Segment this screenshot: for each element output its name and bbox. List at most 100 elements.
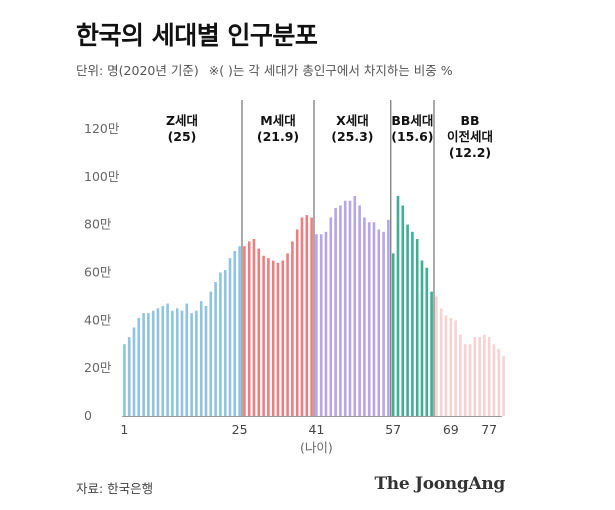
generation-name: X세대 bbox=[336, 113, 369, 128]
generation-name: BB세대 bbox=[391, 113, 433, 128]
generation-share: (25.3) bbox=[331, 129, 373, 144]
x-tick-label: 41 bbox=[308, 422, 324, 437]
bar-age-65 bbox=[430, 291, 433, 416]
bar-age-42 bbox=[319, 234, 323, 416]
bar-age-30 bbox=[262, 255, 265, 416]
bar-age-58 bbox=[396, 195, 400, 416]
bar-age-41 bbox=[315, 234, 318, 416]
bar-age-6 bbox=[147, 313, 150, 416]
bar-age-26 bbox=[243, 246, 246, 416]
bar-age-3 bbox=[132, 327, 136, 416]
generation-name: BB bbox=[460, 113, 479, 128]
bar-age-60 bbox=[406, 224, 409, 416]
x-tick-label: 25 bbox=[232, 422, 248, 437]
bar-age-12 bbox=[175, 308, 179, 416]
bar-age-45 bbox=[334, 207, 337, 416]
bar-age-7 bbox=[151, 310, 155, 416]
bar-age-16 bbox=[195, 310, 198, 416]
unit-label: 단위: 명(2020년 기준) bbox=[76, 63, 199, 78]
bar-age-2 bbox=[127, 337, 131, 416]
bar-age-4 bbox=[137, 317, 141, 416]
bar-age-78 bbox=[492, 344, 496, 416]
bar-age-35 bbox=[286, 253, 289, 416]
generation-dividers bbox=[241, 100, 435, 416]
bar-age-56 bbox=[387, 219, 390, 416]
y-tick-label: 60만 bbox=[84, 264, 112, 279]
x-tick-label: 57 bbox=[385, 422, 401, 437]
generation-labels: Z세대(25) M세대(21.9) X세대(25.3) BB세대(15.6) BB이전세… bbox=[166, 113, 493, 160]
bar-age-9 bbox=[161, 305, 165, 416]
bar-age-23 bbox=[228, 258, 232, 416]
bar-age-33 bbox=[276, 262, 280, 416]
bar-age-10 bbox=[166, 303, 169, 416]
bar-age-11 bbox=[171, 310, 174, 416]
bar-age-13 bbox=[180, 310, 184, 416]
bar-age-73 bbox=[468, 344, 472, 416]
bar-age-49 bbox=[353, 195, 357, 416]
y-tick-label: 40만 bbox=[84, 312, 112, 327]
bar-age-36 bbox=[291, 241, 294, 416]
bar-age-54 bbox=[377, 229, 381, 416]
bar-age-18 bbox=[204, 305, 208, 416]
bar-age-69 bbox=[449, 317, 453, 416]
bar-age-29 bbox=[257, 248, 261, 416]
page-title: 한국의 세대별 인구분포 bbox=[76, 21, 318, 50]
bar-age-34 bbox=[281, 260, 285, 416]
bar-age-25 bbox=[238, 246, 241, 416]
bar-age-70 bbox=[454, 320, 457, 416]
bar-age-24 bbox=[233, 250, 237, 416]
bar-age-19 bbox=[209, 291, 213, 416]
bar-age-32 bbox=[271, 260, 275, 416]
bar-age-44 bbox=[329, 217, 333, 416]
generation-share: (15.6) bbox=[391, 129, 433, 144]
x-axis: 1 25 41 57 69 77 (나이) bbox=[120, 416, 502, 455]
source-label: 자료: 한국은행 bbox=[76, 481, 154, 496]
bars-group bbox=[123, 195, 505, 416]
bar-age-21 bbox=[219, 272, 222, 416]
bar-age-64 bbox=[425, 267, 429, 416]
bar-age-39 bbox=[305, 215, 309, 416]
y-tick-label: 80만 bbox=[84, 217, 112, 232]
bar-age-28 bbox=[252, 238, 256, 416]
bar-age-63 bbox=[420, 260, 424, 416]
bar-age-8 bbox=[156, 308, 160, 416]
bar-age-47 bbox=[343, 200, 347, 416]
bar-age-72 bbox=[463, 344, 467, 416]
bar-age-77 bbox=[487, 337, 491, 416]
bar-age-40 bbox=[310, 217, 313, 416]
x-axis-label: (나이) bbox=[300, 440, 333, 455]
bar-age-17 bbox=[199, 301, 203, 416]
bar-age-51 bbox=[363, 217, 366, 416]
bar-age-79 bbox=[497, 349, 501, 416]
share-note: ※( )는 각 세대가 총인구에서 차지하는 비중 % bbox=[208, 63, 453, 78]
generation-name: Z세대 bbox=[166, 113, 198, 128]
x-tick-label: 77 bbox=[481, 422, 497, 437]
bar-age-22 bbox=[223, 270, 227, 416]
bar-age-74 bbox=[473, 337, 477, 416]
y-tick-label: 100만 bbox=[84, 169, 120, 184]
bar-age-66 bbox=[435, 296, 438, 416]
bar-age-75 bbox=[478, 337, 481, 416]
bar-age-5 bbox=[142, 313, 145, 416]
brand-logo: The JoongAng bbox=[374, 474, 505, 494]
bar-age-27 bbox=[247, 241, 251, 416]
bar-age-31 bbox=[267, 258, 270, 416]
bar-age-1 bbox=[123, 344, 126, 416]
bar-age-67 bbox=[439, 308, 443, 416]
bar-age-20 bbox=[214, 282, 217, 416]
bar-age-61 bbox=[411, 231, 414, 416]
bar-age-53 bbox=[372, 222, 376, 416]
bar-age-57 bbox=[391, 253, 395, 416]
bar-age-59 bbox=[401, 205, 405, 416]
bar-age-80 bbox=[502, 356, 505, 416]
bar-age-38 bbox=[300, 217, 304, 416]
bar-age-50 bbox=[358, 205, 361, 416]
generation-share: (25) bbox=[168, 129, 197, 144]
y-tick-label: 20만 bbox=[84, 360, 112, 375]
y-axis: 0 20만 40만 60만 80만 100만 120만 bbox=[84, 121, 120, 423]
bar-age-62 bbox=[415, 238, 419, 416]
y-tick-label: 0 bbox=[84, 408, 92, 423]
generation-share: (12.2) bbox=[449, 145, 491, 160]
bar-age-15 bbox=[190, 313, 193, 416]
bar-age-37 bbox=[295, 229, 299, 416]
